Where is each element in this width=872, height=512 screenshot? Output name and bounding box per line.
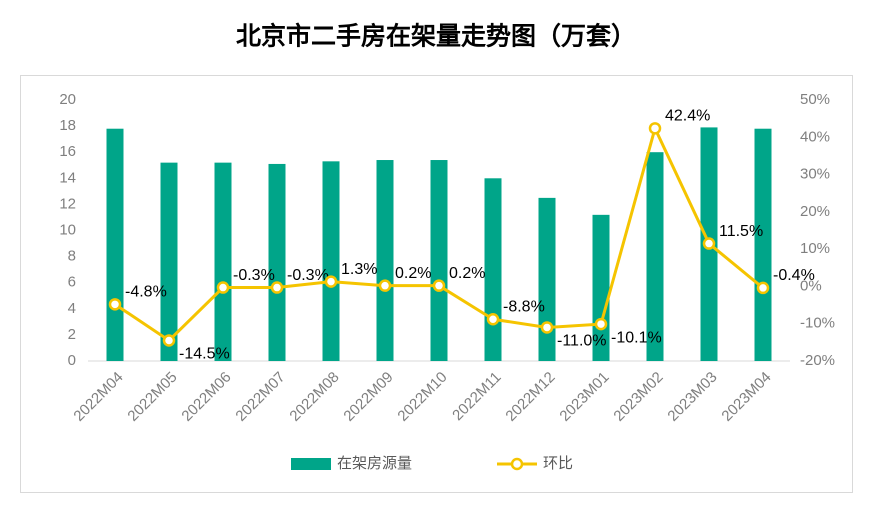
- bar: [322, 161, 340, 361]
- y2-tick-label: 20%: [800, 203, 830, 220]
- data-label: -0.4%: [773, 267, 815, 284]
- line-marker: [324, 275, 338, 288]
- y2-tick-label: 10%: [800, 240, 830, 257]
- line-marker: [216, 281, 230, 294]
- data-label: -8.8%: [503, 298, 545, 315]
- x-tick-label: 2022M04: [70, 369, 126, 425]
- y-tick-label: 6: [68, 274, 76, 291]
- line-marker: [108, 298, 122, 311]
- bar: [754, 128, 772, 361]
- data-label: -4.8%: [125, 284, 167, 301]
- line-marker: [648, 122, 662, 135]
- data-label: -10.1%: [611, 329, 662, 346]
- x-tick-label: 2022M05: [124, 369, 180, 425]
- bar: [376, 160, 394, 361]
- x-tick-label: 2023M04: [718, 369, 774, 425]
- bar: [268, 163, 286, 361]
- x-tick-label: 2023M03: [664, 369, 720, 425]
- chart-border: [20, 75, 853, 493]
- y-tick-label: 10: [59, 221, 76, 238]
- data-label: -14.5%: [179, 346, 230, 363]
- y-tick-label: 0: [68, 352, 76, 369]
- y-tick-label: 2: [68, 326, 76, 343]
- line-marker: [756, 281, 770, 295]
- legend-label: 环比: [543, 455, 573, 472]
- y-tick-label: 8: [68, 248, 76, 265]
- bar: [430, 160, 448, 361]
- x-tick-label: 2022M11: [449, 369, 504, 424]
- y2-tick-label: -20%: [800, 352, 835, 369]
- y-tick-label: 4: [68, 300, 76, 317]
- line-marker: [270, 281, 284, 294]
- bar: [160, 162, 178, 361]
- line-marker: [486, 312, 500, 326]
- chart-title: 北京市二手房在架量走势图（万套）: [236, 22, 636, 51]
- x-tick-label: 2022M08: [286, 369, 342, 425]
- y-tick-label: 14: [59, 169, 76, 186]
- y-tick-label: 18: [59, 117, 76, 134]
- x-tick-label: 2023M01: [556, 369, 612, 425]
- y-tick-label: 12: [59, 195, 76, 212]
- x-tick-label: 2022M09: [340, 369, 396, 425]
- line-marker: [702, 237, 716, 250]
- x-tick-label: 2022M07: [232, 369, 288, 425]
- x-tick-label: 2023M02: [610, 369, 666, 425]
- bar: [538, 197, 556, 361]
- x-tick-label: 2022M06: [178, 369, 234, 425]
- bar: [646, 152, 664, 361]
- data-label: -0.3%: [287, 267, 329, 284]
- line-marker: [432, 279, 446, 292]
- data-label: 0.2%: [395, 265, 431, 282]
- y2-tick-label: 50%: [800, 91, 830, 108]
- bar: [214, 162, 232, 361]
- line-marker: [378, 279, 392, 292]
- legend-swatch: [291, 458, 331, 470]
- y2-tick-label: 40%: [800, 128, 830, 145]
- line-marker: [594, 317, 608, 331]
- y-tick-label: 20: [59, 91, 76, 108]
- y2-tick-label: 30%: [800, 166, 830, 183]
- line-marker: [540, 321, 554, 334]
- data-label: 42.4%: [665, 108, 710, 125]
- line-marker: [162, 334, 176, 347]
- x-tick-label: 2022M12: [502, 369, 558, 425]
- data-label: 1.3%: [341, 261, 377, 278]
- bar: [484, 178, 502, 361]
- y2-tick-label: 0%: [800, 277, 822, 294]
- legend-marker: [510, 457, 524, 471]
- bar: [106, 128, 124, 361]
- data-label: -0.3%: [233, 267, 275, 284]
- y-tick-label: 16: [59, 143, 76, 160]
- x-tick-label: 2022M10: [394, 369, 450, 425]
- y2-tick-label: -10%: [800, 315, 835, 332]
- data-label: 11.5%: [719, 223, 763, 240]
- data-label: -11.0%: [557, 333, 607, 350]
- data-label: 0.2%: [449, 265, 485, 282]
- legend-label: 在架房源量: [337, 455, 412, 472]
